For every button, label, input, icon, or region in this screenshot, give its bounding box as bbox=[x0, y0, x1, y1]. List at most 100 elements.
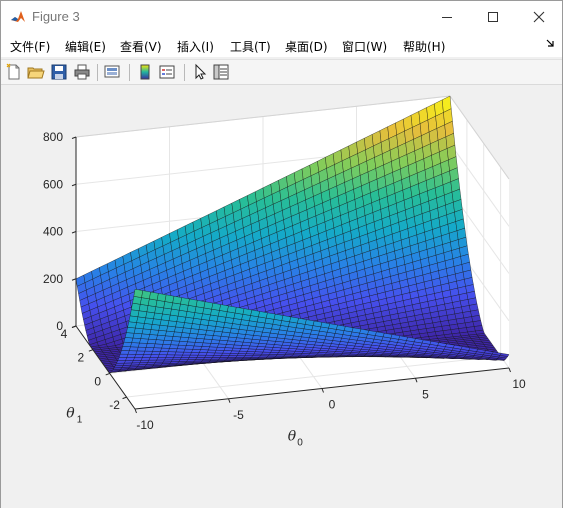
surface-patch bbox=[195, 357, 206, 360]
open-file-icon[interactable] bbox=[27, 63, 45, 81]
menu-file[interactable]: 文件(F) bbox=[10, 40, 51, 54]
surface-patch bbox=[258, 311, 268, 319]
surface-patch bbox=[195, 338, 205, 343]
surface-patch bbox=[158, 351, 169, 355]
surface-patch bbox=[135, 350, 146, 355]
matlab-logo-icon bbox=[10, 9, 26, 25]
surface-patch bbox=[196, 354, 207, 358]
surface-patch bbox=[161, 344, 171, 349]
surface-patch bbox=[141, 290, 151, 300]
surface-patch bbox=[135, 322, 145, 329]
surface-patch bbox=[128, 315, 139, 323]
surface-patch bbox=[188, 298, 198, 307]
surface-patch bbox=[234, 357, 245, 359]
surface-patch bbox=[140, 357, 151, 361]
surface-patch bbox=[156, 334, 166, 341]
close-button[interactable] bbox=[516, 1, 562, 33]
new-figure-icon[interactable] bbox=[5, 63, 23, 81]
maximize-icon bbox=[488, 12, 498, 22]
edit-plot-icon[interactable] bbox=[191, 63, 209, 81]
property-inspector-icon[interactable] bbox=[212, 63, 230, 81]
surface-patch bbox=[140, 333, 151, 340]
surface-patch bbox=[153, 312, 163, 320]
surface-patch bbox=[136, 346, 147, 352]
menu-insert[interactable]: 插入(I) bbox=[177, 40, 214, 54]
insert-colorbar-icon[interactable] bbox=[136, 63, 154, 81]
surface-patch bbox=[149, 329, 160, 336]
surface-patch bbox=[212, 355, 222, 358]
y-axis-label-subscript: 1 bbox=[77, 415, 83, 426]
surface-patch bbox=[133, 327, 144, 334]
surface-patch bbox=[165, 354, 176, 358]
x-tick-label: 5 bbox=[422, 387, 429, 401]
surface-patch bbox=[127, 321, 137, 329]
y-tick-mark bbox=[105, 372, 110, 376]
insert-legend-icon[interactable] bbox=[158, 63, 176, 81]
surface-patch bbox=[242, 308, 253, 316]
y-tick-label: 2 bbox=[78, 351, 85, 365]
surface-patch bbox=[121, 346, 131, 351]
surface-patch bbox=[214, 350, 225, 354]
surface-patch bbox=[162, 340, 173, 345]
menu-tools[interactable]: 工具(T) bbox=[230, 40, 271, 54]
surface-patch bbox=[157, 330, 167, 336]
surface-patch bbox=[201, 342, 212, 347]
figure-canvas[interactable]: -10 -5 0 5 10 -2 0 2 4 0 200 400 600 800 θ 0 θ 1 bbox=[1, 86, 562, 508]
maximize-button[interactable] bbox=[470, 1, 516, 33]
y-tick-mark bbox=[88, 349, 94, 352]
surface-patch bbox=[141, 328, 152, 335]
surface-patch bbox=[177, 344, 187, 350]
surface-patch bbox=[213, 352, 224, 356]
surface-patch bbox=[149, 291, 159, 301]
y-tick-label: 4 bbox=[61, 327, 68, 341]
surface-patch bbox=[191, 349, 201, 353]
minimize-button[interactable] bbox=[424, 1, 470, 33]
surface-patch bbox=[173, 354, 183, 358]
z-tick-label: 0 bbox=[56, 319, 63, 333]
menu-view[interactable]: 查看(V) bbox=[120, 40, 162, 54]
surface-patch bbox=[132, 333, 143, 339]
menu-help[interactable]: 帮助(H) bbox=[403, 40, 446, 54]
z-tick-mark bbox=[71, 136, 77, 139]
surface-patch bbox=[117, 357, 128, 361]
surface-mesh bbox=[75, 95, 510, 373]
surface-patch bbox=[180, 297, 190, 306]
link-plot-icon[interactable] bbox=[103, 63, 121, 81]
surface-patch bbox=[129, 309, 140, 317]
x-tick-mark bbox=[508, 367, 511, 373]
surface-patch bbox=[250, 309, 260, 317]
surface-patch bbox=[152, 347, 162, 352]
save-icon[interactable] bbox=[50, 63, 68, 81]
x-tick-label: 0 bbox=[329, 398, 336, 412]
menu-desktop[interactable]: 桌面(D) bbox=[285, 40, 328, 54]
surface-patch bbox=[147, 338, 157, 344]
surface-patch bbox=[167, 320, 178, 328]
menu-edit[interactable]: 编辑(E) bbox=[65, 40, 106, 54]
surface-patch bbox=[166, 351, 177, 356]
menu-window[interactable]: 窗口(W) bbox=[342, 40, 388, 54]
surface-patch bbox=[122, 341, 132, 347]
title-bar[interactable]: Figure 3 bbox=[1, 1, 562, 33]
surface-patch bbox=[206, 349, 217, 354]
surface-patch bbox=[167, 348, 178, 353]
surface-patch bbox=[183, 348, 194, 353]
surface-patch bbox=[179, 357, 190, 360]
menu-bar: 文件(F) 编辑(E) 查看(V) 插入(I) 工具(T) 桌面(D) 窗口(W… bbox=[1, 33, 562, 57]
print-icon[interactable] bbox=[73, 63, 91, 81]
y-tick-mark bbox=[122, 396, 127, 400]
z-tick-label: 200 bbox=[43, 272, 63, 286]
surface-patch bbox=[156, 293, 167, 302]
surface-patch bbox=[144, 317, 154, 325]
x-axis-label: θ bbox=[288, 429, 297, 445]
surface-patch bbox=[499, 353, 510, 357]
x-tick-mark bbox=[134, 408, 137, 414]
dock-arrow-icon[interactable] bbox=[546, 38, 556, 48]
surface-patch bbox=[123, 337, 134, 343]
surface-patch bbox=[139, 338, 149, 344]
surface-patch bbox=[169, 344, 179, 349]
surface-patch bbox=[118, 353, 129, 358]
surface-patch bbox=[164, 294, 175, 304]
y-tick-label: 0 bbox=[94, 374, 101, 388]
